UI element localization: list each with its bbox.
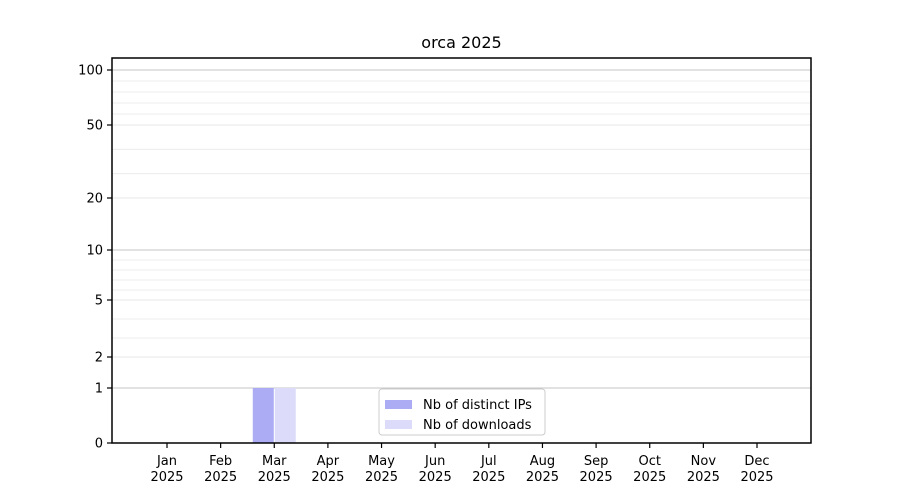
- x-tick-label-month: Feb: [209, 454, 232, 469]
- x-tick-label-year: 2025: [258, 470, 291, 485]
- x-tick-label-month: Sep: [584, 454, 609, 469]
- x-tick-label-year: 2025: [472, 470, 505, 485]
- x-tick-label-year: 2025: [311, 470, 344, 485]
- y-tick-label: 100: [78, 64, 103, 79]
- x-tick-label-month: Jul: [480, 454, 497, 469]
- x-tick-label-month: Apr: [317, 454, 340, 469]
- y-tick-label: 20: [86, 192, 103, 207]
- legend-label-distinct-ips: Nb of distinct IPs: [423, 398, 532, 413]
- legend-box: [378, 388, 546, 436]
- y-tick-label: 10: [86, 244, 103, 259]
- x-tick-label-year: 2025: [204, 470, 237, 485]
- x-tick-label-year: 2025: [580, 470, 613, 485]
- x-tick-label-month: Dec: [744, 454, 769, 469]
- legend-swatch-distinct-ips: [385, 400, 412, 409]
- x-tick-label-month: Jun: [424, 454, 445, 469]
- x-tick-label-year: 2025: [526, 470, 559, 485]
- x-tick-label-year: 2025: [633, 470, 666, 485]
- x-tick-label-month: Jan: [156, 454, 177, 469]
- x-tick-label-month: May: [368, 454, 395, 469]
- x-tick-label-year: 2025: [687, 470, 720, 485]
- x-tick-label-month: Nov: [691, 454, 717, 469]
- y-tick-label: 5: [95, 294, 103, 309]
- y-tick-label: 0: [95, 437, 103, 452]
- legend-label-downloads: Nb of downloads: [423, 418, 532, 433]
- y-tick-label: 50: [86, 119, 103, 134]
- x-tick-label-year: 2025: [740, 470, 773, 485]
- x-tick-label-month: Aug: [530, 454, 555, 469]
- x-tick-label-month: Oct: [638, 454, 660, 469]
- chart-title: orca 2025: [421, 33, 502, 52]
- x-tick-label-month: Mar: [262, 454, 287, 469]
- x-tick-label-year: 2025: [419, 470, 452, 485]
- bar-downloads: [274, 388, 296, 443]
- y-tick-label: 1: [95, 382, 103, 397]
- legend-swatch-downloads: [385, 420, 412, 429]
- y-tick-label: 2: [95, 351, 103, 366]
- x-tick-label-year: 2025: [150, 470, 183, 485]
- x-tick-label-year: 2025: [365, 470, 398, 485]
- bar-distinct-ips: [252, 388, 274, 443]
